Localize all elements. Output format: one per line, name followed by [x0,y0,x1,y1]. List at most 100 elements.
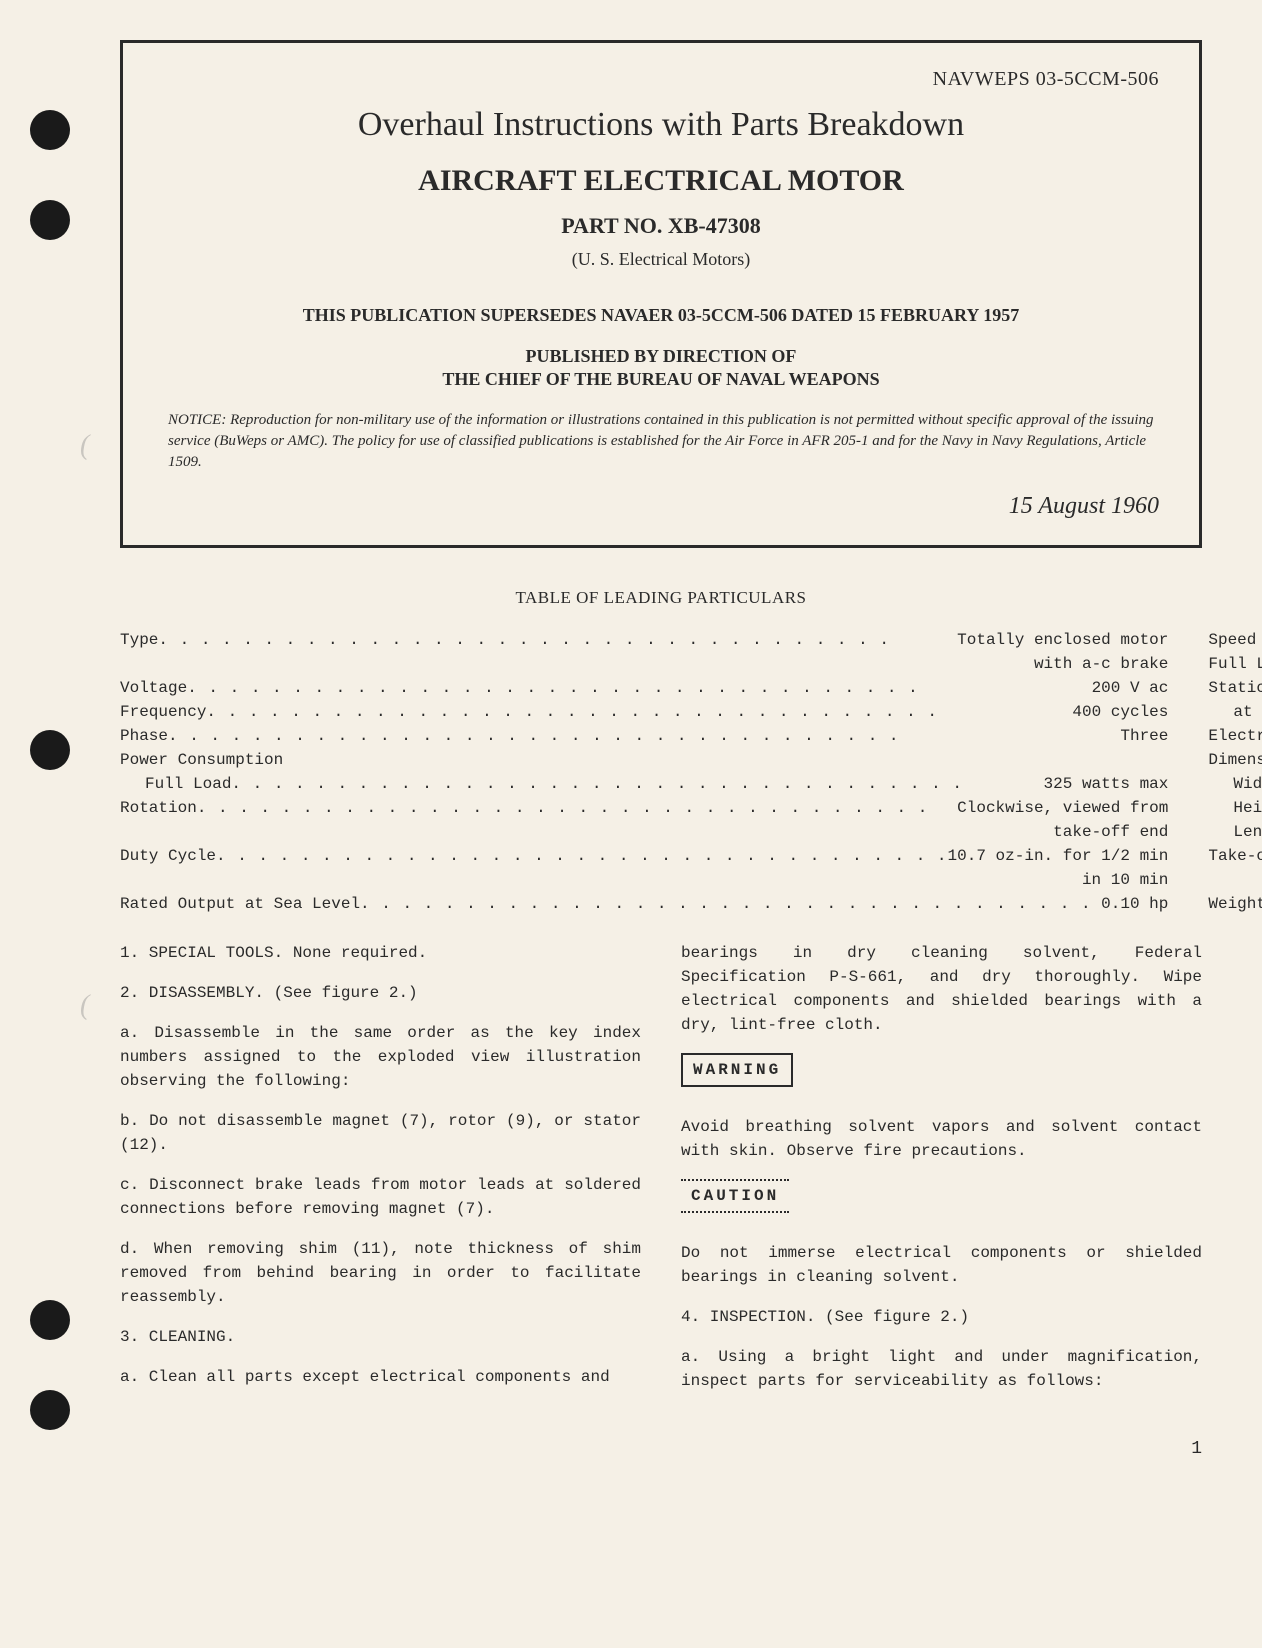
particulars-row: in 10 min [120,868,1168,892]
particulars-row: Electrical Connections . . . . . . . . .… [1208,724,1262,748]
particulars-row: Rated Output at Sea Level . . . . . . . … [120,892,1168,916]
particulars-row: Weight . . . . . . . . . . . . . . . . .… [1208,892,1262,916]
body-paragraph: d. When removing shim (11), note thickne… [120,1237,641,1309]
body-paragraph: b. Do not disassemble magnet (7), rotor … [120,1109,641,1157]
body-paragraph: 4. INSPECTION. (See figure 2.) [681,1305,1202,1329]
particulars-row: Width . . . . . . . . . . . . . . . . . … [1208,772,1262,796]
manufacturer: (U. S. Electrical Motors) [163,249,1159,270]
particulars-row: at 25°C (77°F) [1208,700,1262,724]
particulars-label: Rated Output at Sea Level [120,892,360,916]
incidental-mark: ( [80,430,89,462]
publishing-authority: THE CHIEF OF THE BUREAU OF NAVAL WEAPONS [163,369,1159,390]
body-paragraph: c. Disconnect brake leads from motor lea… [120,1173,641,1221]
particulars-row: Type . . . . . . . . . . . . . . . . . .… [120,628,1168,652]
particulars-value: 200 V ac [1092,676,1169,700]
dot-leader: . . . . . . . . . . . . . . . . . . . . … [216,844,948,868]
particulars-row: Frequency . . . . . . . . . . . . . . . … [120,700,1168,724]
incidental-mark: ( [80,990,89,1022]
particulars-value: in 10 min [1082,868,1168,892]
particulars-row: Static Brake Torque . . . . . . . . . . … [1208,676,1262,700]
particulars-row: take-off end [120,820,1168,844]
particulars-value: 325 watts max [1044,772,1169,796]
particulars-label: Electrical Connections [1208,724,1262,748]
particulars-label: Voltage [120,676,187,700]
body-paragraph: 1. SPECIAL TOOLS. None required. [120,941,641,965]
punch-hole [30,1390,70,1430]
reproduction-notice: NOTICE: Reproduction for non-military us… [163,410,1159,473]
particulars-label: Full Load [145,772,231,796]
particulars-label: Full Load Torque [1208,652,1262,676]
dot-leader: . . . . . . . . . . . . . . . . . . . . … [168,724,1120,748]
header-box: NAVWEPS 03-5CCM-506 Overhaul Instruction… [120,40,1202,548]
particulars-label: Width [1233,772,1262,796]
particulars-row: 15 tooth splined shaft [1208,868,1262,892]
particulars-row: Phase . . . . . . . . . . . . . . . . . … [120,724,1168,748]
punch-hole [30,1300,70,1340]
particulars-row: with a-c brake [120,652,1168,676]
particulars-label: Weight [1208,892,1262,916]
particulars-left-column: Type . . . . . . . . . . . . . . . . . .… [120,628,1168,916]
particulars-row: Full Load Torque . . . . . . . . . . . .… [1208,652,1262,676]
dot-leader: . . . . . . . . . . . . . . . . . . . . … [158,628,957,652]
particulars-table: Type . . . . . . . . . . . . . . . . . .… [120,628,1202,916]
particulars-label: Length [1233,820,1262,844]
part-number: PART NO. XB-47308 [163,213,1159,239]
body-paragraph: Avoid breathing solvent vapors and solve… [681,1115,1202,1163]
particulars-row: Dimensions (over-all) [1208,748,1262,772]
body-paragraph: 3. CLEANING. [120,1325,641,1349]
particulars-label: Duty Cycle [120,844,216,868]
particulars-value: take-off end [1053,820,1168,844]
particulars-value: Clockwise, viewed from [957,796,1168,820]
particulars-value: 0.10 hp [1101,892,1168,916]
published-by: PUBLISHED BY DIRECTION OF [163,346,1159,367]
punch-hole [30,200,70,240]
caution-label: CAUTION [681,1179,789,1213]
table-title: TABLE OF LEADING PARTICULARS [120,588,1202,608]
particulars-value: with a-c brake [1034,652,1168,676]
punch-hole [30,110,70,150]
page-number: 1 [120,1439,1202,1459]
warning-label: WARNING [681,1053,793,1087]
particulars-label: Dimensions (over-all) [1208,748,1262,772]
body-content: 1. SPECIAL TOOLS. None required. 2. DISAS… [120,941,1202,1409]
body-paragraph: Do not immerse electrical components or … [681,1241,1202,1289]
particulars-row: Rotation . . . . . . . . . . . . . . . .… [120,796,1168,820]
particulars-value: 10.7 oz-in. for 1/2 min [948,844,1169,868]
particulars-row: Duty Cycle . . . . . . . . . . . . . . .… [120,844,1168,868]
particulars-label: Type [120,628,158,652]
subtitle: AIRCRAFT ELECTRICAL MOTOR [163,164,1159,198]
particulars-label: Speed at Full Load [1208,628,1262,652]
publication-date: 15 August 1960 [163,493,1159,520]
particulars-value: Three [1120,724,1168,748]
content-left-column: 1. SPECIAL TOOLS. None required. 2. DISAS… [120,941,641,1409]
particulars-right-column: Speed at Full Load . . . . . . . . . . .… [1208,628,1262,916]
dot-leader: . . . . . . . . . . . . . . . . . . . . … [206,700,1072,724]
dot-leader: . . . . . . . . . . . . . . . . . . . . … [231,772,1043,796]
particulars-row: Height . . . . . . . . . . . . . . . . .… [1208,796,1262,820]
body-paragraph: bearings in dry cleaning solvent, Federa… [681,941,1202,1037]
body-paragraph: a. Using a bright light and under magnif… [681,1345,1202,1393]
particulars-label: at 25°C (77°F) [1233,700,1262,724]
dot-leader: . . . . . . . . . . . . . . . . . . . . … [197,796,957,820]
particulars-row: Take-off . . . . . . . . . . . . . . . .… [1208,844,1262,868]
dot-leader: . . . . . . . . . . . . . . . . . . . . … [360,892,1101,916]
particulars-row: Voltage . . . . . . . . . . . . . . . . … [120,676,1168,700]
main-title: Overhaul Instructions with Parts Breakdo… [163,106,1159,144]
particulars-label: Frequency [120,700,206,724]
dot-leader: . . . . . . . . . . . . . . . . . . . . … [187,676,1091,700]
particulars-label: Power Consumption [120,748,283,772]
particulars-row: Length . . . . . . . . . . . . . . . . .… [1208,820,1262,844]
particulars-label: Phase [120,724,168,748]
body-paragraph: 2. DISASSEMBLY. (See figure 2.) [120,981,641,1005]
document-number: NAVWEPS 03-5CCM-506 [163,68,1159,91]
particulars-label: Take-off [1208,844,1262,868]
supersedes-notice: THIS PUBLICATION SUPERSEDES NAVAER 03-5C… [163,305,1159,326]
particulars-row: Full Load . . . . . . . . . . . . . . . … [120,772,1168,796]
body-paragraph: a. Clean all parts except electrical com… [120,1365,641,1389]
particulars-label: Static Brake Torque [1208,676,1262,700]
particulars-label: Rotation [120,796,197,820]
particulars-label: Height [1233,796,1262,820]
content-right-column: bearings in dry cleaning solvent, Federa… [681,941,1202,1409]
particulars-value: 400 cycles [1072,700,1168,724]
particulars-row: Speed at Full Load . . . . . . . . . . .… [1208,628,1262,652]
